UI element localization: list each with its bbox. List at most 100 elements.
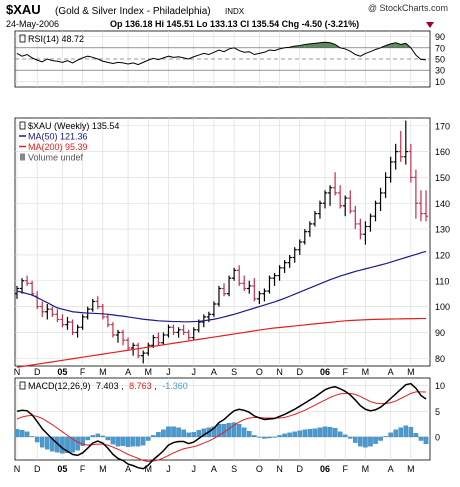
x-axis-label-bottom: A (388, 464, 394, 474)
rsi-overbought-fill (309, 43, 315, 48)
rsi-tick-label: 70 (435, 43, 445, 53)
price-tick-label: 90 (435, 328, 445, 338)
macd-histogram-bar (398, 427, 404, 438)
price-tick-label: 150 (435, 173, 450, 183)
macd-plot (14, 382, 429, 470)
hist-value: -1.360 (162, 381, 188, 391)
macd-histogram-bar (347, 436, 353, 439)
rsi-overbought-fill (319, 42, 326, 48)
macd-histogram-bar (307, 429, 313, 438)
x-axis-label: S (231, 367, 237, 377)
macd-histogram-bar (378, 436, 383, 441)
price-tick-label: 100 (435, 302, 450, 312)
macd-line (16, 382, 427, 470)
macd-value: 7.403 (96, 381, 119, 391)
x-axis-label: J (191, 367, 196, 377)
macd-histogram-bar (337, 431, 343, 438)
macd-legend-swatch (19, 381, 26, 390)
macd-signal-line (16, 391, 427, 463)
macd-histogram-bar (287, 432, 292, 438)
macd-legend: MACD(12,26,9) 7.403 , 8.763 , -1.360 (19, 381, 188, 391)
macd-tick-label: 5 (435, 407, 440, 417)
x-axis-label: M (407, 367, 415, 377)
macd-histogram-bar (75, 436, 80, 451)
macd-histogram-bar (277, 435, 282, 438)
macd-tick-label: 0 (435, 432, 440, 442)
ma200-line (16, 317, 427, 368)
macd-sep-2: , (154, 381, 157, 391)
price-panel-frame (14, 117, 431, 367)
macd-histogram-bar (120, 436, 126, 446)
macd-histogram-bar (85, 436, 90, 441)
macd-histogram-bar (257, 436, 262, 438)
x-axis-label-bottom: D (297, 464, 304, 474)
macd-histogram-bar (241, 427, 247, 438)
x-axis-label-bottom: M (145, 464, 153, 474)
macd-panel-frame (14, 377, 431, 461)
macd-histogram-bar (125, 436, 131, 447)
rsi-plot (16, 41, 427, 66)
macd-label-prefix: MACD(12,26,9) (28, 381, 91, 391)
x-axis-label: M (99, 367, 107, 377)
x-axis-label-bottom: O (256, 464, 263, 474)
x-axis-label-bottom: M (99, 464, 107, 474)
x-axis-label: F (342, 367, 348, 377)
macd-histogram-bar (368, 436, 373, 447)
x-axis-label-bottom: M (407, 464, 415, 474)
x-axis-label: N (276, 367, 283, 377)
macd-histogram-bar (317, 427, 323, 438)
macd-histogram-bar (216, 423, 222, 438)
x-axis-label: F (80, 367, 86, 377)
down-arrow-icon (426, 22, 434, 28)
quote-date: 24-May-2006 (6, 19, 59, 29)
symbol-title: $XAU (6, 2, 41, 17)
macd-histogram-bar (418, 436, 424, 441)
x-axis-label-bottom: F (80, 464, 86, 474)
x-axis-label-bottom: J (191, 464, 196, 474)
macd-histogram-bar (39, 436, 45, 448)
rsi-tick-label: 30 (435, 66, 445, 76)
rsi-line (16, 41, 427, 66)
macd-sep-1: , (121, 381, 124, 391)
rsi-overbought-fill (385, 43, 391, 48)
macd-histogram-bar (408, 427, 414, 438)
price-tick-label: 130 (435, 225, 450, 235)
macd-histogram-bar (342, 434, 348, 438)
x-axis-label: A (211, 367, 217, 377)
rsi-legend-swatch (19, 34, 26, 43)
x-axis-label: M (145, 367, 153, 377)
axis-labels: 1701601501401301201101009080907050301010… (14, 32, 450, 474)
macd-histogram-bar (151, 435, 156, 438)
x-axis-label-bottom: 06 (320, 464, 330, 474)
macd-histogram-bar (181, 429, 186, 438)
price-tick-label: 160 (435, 147, 450, 157)
chart-header: $XAU (Gold & Silver Index - Philadelphia… (6, 2, 448, 29)
x-axis-label: D (34, 367, 41, 377)
macd-histogram-bar (393, 429, 398, 438)
macd-histogram-bar (267, 436, 272, 439)
macd-histogram-bar (332, 428, 338, 438)
macd-histogram-bar (115, 436, 121, 447)
exchange-label: INDX (225, 7, 245, 16)
price-tick-label: 120 (435, 250, 450, 260)
macd-histogram-bar (29, 436, 35, 438)
macd-histogram-bar (146, 436, 151, 441)
macd-histogram-bar (14, 429, 20, 438)
macd-histogram-bar (19, 430, 25, 438)
x-axis-label: A (388, 367, 394, 377)
signal-value: 8.763 (129, 381, 152, 391)
macd-histogram-bar (353, 436, 358, 443)
macd-histogram-bar (161, 429, 166, 438)
watermark: @ StockCharts.com (368, 3, 448, 13)
x-axis-label-bottom: S (231, 464, 237, 474)
macd-histogram-bar (272, 436, 277, 438)
macd-histogram-bar (90, 435, 96, 438)
x-axis-label-bottom: M (362, 464, 370, 474)
quote-values: Op 136.18 Hi 145.51 Lo 133.13 Cl 135.54 … (110, 19, 359, 29)
macd-label: MACD(12,26,9) 7.403 , 8.763 , -1.360 (28, 381, 188, 391)
macd-histogram-bar (50, 436, 55, 452)
x-axis-label: J (166, 367, 171, 377)
macd-histogram-bar (130, 436, 136, 447)
